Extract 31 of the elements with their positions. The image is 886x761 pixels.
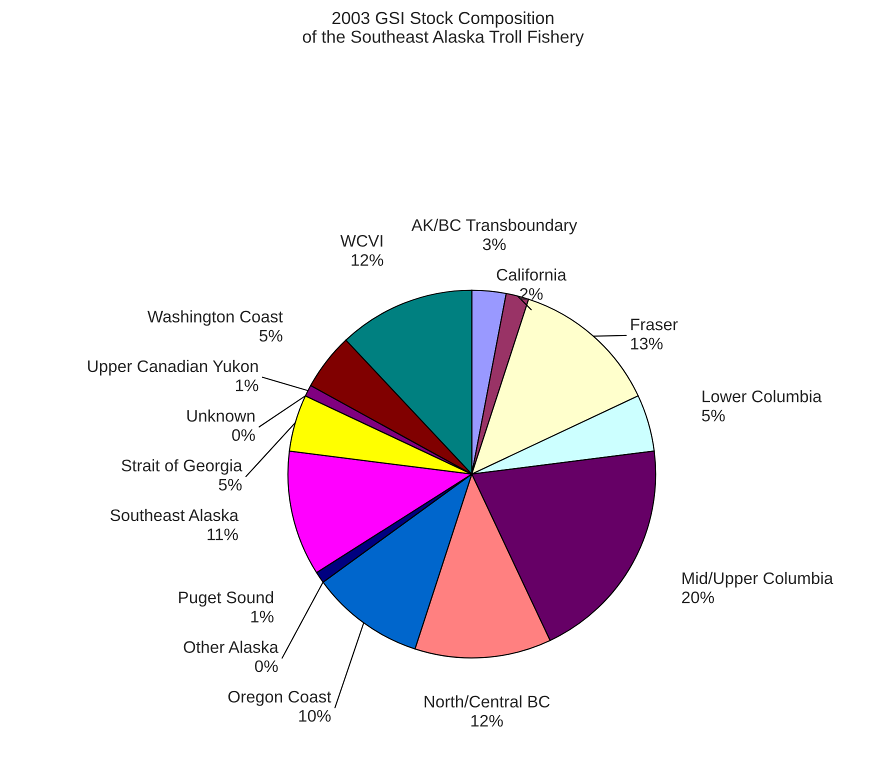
slice-label: Puget Sound (179, 591, 274, 607)
data-label: 2% (520, 288, 543, 300)
slice-label: California (496, 268, 566, 281)
category-label: Other Alaska (184, 640, 278, 653)
data-label: 12% (471, 714, 503, 727)
text: 0% (232, 429, 255, 441)
data-label: 5% (702, 410, 725, 422)
slice-label: Mid/Upper Columbia (682, 572, 834, 588)
text: 0% (254, 660, 278, 672)
data-label: 12% (352, 254, 384, 266)
slice-label: WCVI (340, 234, 382, 247)
data-label: 1% (251, 610, 274, 622)
slice-label: Lower Columbia (702, 390, 822, 402)
data-label: 10% (299, 710, 331, 722)
data-label: 3% (482, 238, 506, 250)
chart-title: 2003 GSI Stock Composition of the Southeast Alaska Troll Fishery (302, 11, 584, 46)
slice-label: Strait of Georgia (122, 459, 242, 475)
data-label: 20% (682, 592, 714, 604)
data-label: 5% (260, 330, 282, 342)
slice-label: Fraser (631, 318, 678, 330)
legend-label: Unknown (187, 410, 254, 422)
slice-label: Oregon Coast (228, 690, 332, 706)
data-label: 5% (218, 478, 242, 491)
data-label: 13% (631, 338, 663, 350)
data-label: 11% (208, 528, 238, 540)
slice-label: Washington Coast (147, 310, 283, 326)
slice-label: North/Central BC (424, 695, 550, 708)
slice-label: Southeast Alaska (110, 508, 239, 522)
slice-label: Upper Canadian Yukon (88, 360, 258, 376)
data-label: 1% (236, 380, 258, 392)
slice-label: AK/BC Transboundary (411, 218, 578, 234)
